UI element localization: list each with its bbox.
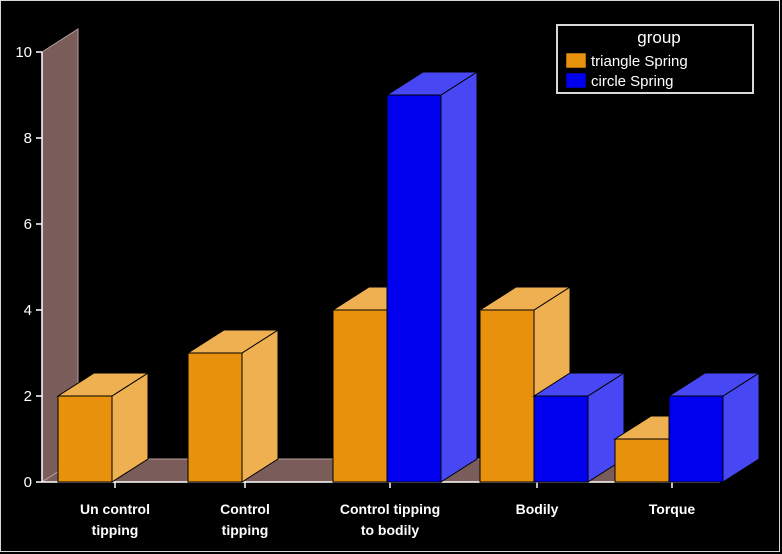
x-tick-label-line: Bodily [516, 501, 559, 517]
x-tick-label-line: Control [220, 501, 270, 517]
bar-side [440, 71, 478, 483]
x-tick-label: Torque [649, 501, 696, 517]
legend-box [556, 24, 754, 94]
x-tick-label-line: Control tipping [340, 501, 440, 517]
bar-front [386, 94, 442, 483]
x-tick-label: Control tipping to bodily [340, 501, 440, 538]
bar-1-0 [186, 329, 280, 483]
y-tick-label: 4 [24, 302, 32, 319]
y-tick-label: 6 [24, 216, 32, 233]
x-tick-label-line: to bodily [361, 522, 420, 538]
y-tick-label: 10 [15, 44, 32, 61]
bar-2-1 [385, 71, 479, 483]
bar-front [57, 395, 113, 483]
x-tick-label: Control tipping [220, 501, 270, 538]
y-tick-label: 0 [24, 474, 32, 491]
bar-front [533, 395, 589, 483]
legend-label: triangle Spring [591, 53, 688, 70]
bar-4-1 [667, 372, 761, 483]
y-tick-label: 8 [24, 130, 32, 147]
x-tick-label-line: Un control [80, 501, 150, 517]
bar-front [614, 438, 670, 483]
y-tick-label: 2 [24, 388, 32, 405]
bar-side [241, 329, 279, 483]
bar-0-0 [56, 372, 150, 483]
legend-swatch [565, 72, 587, 89]
x-tick-label: Bodily [516, 501, 559, 517]
bar-front [332, 309, 388, 483]
x-tick-label: Un control tipping [80, 501, 150, 538]
x-tick-label-line: Torque [649, 501, 696, 517]
x-tick-label-line: tipping [222, 522, 269, 538]
legend: group triangle Spring circle Spring [556, 24, 754, 94]
legend-label: circle Spring [591, 73, 674, 90]
bar-front [479, 309, 535, 483]
x-tick-label-line: tipping [92, 522, 139, 538]
legend-title: group [637, 28, 680, 47]
bar-front [668, 395, 724, 483]
bar-3-1 [532, 372, 626, 483]
bar-front [187, 352, 243, 483]
legend-swatch [565, 52, 587, 69]
